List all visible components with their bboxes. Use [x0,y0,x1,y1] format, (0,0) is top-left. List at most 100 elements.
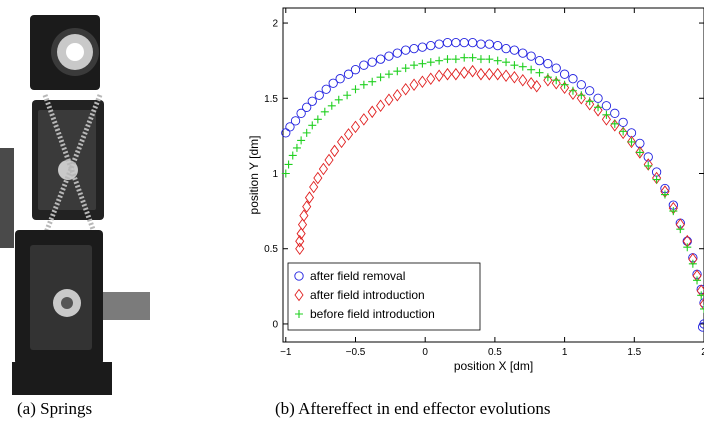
data-point [304,191,315,204]
data-point [335,74,345,84]
data-point [309,180,319,194]
data-point [577,91,586,100]
data-point [451,55,460,64]
data-point [585,98,595,111]
data-point [526,51,536,61]
data-point [359,113,369,126]
data-point [320,107,329,116]
data-point [384,51,394,61]
legend-marker [294,271,304,281]
data-point [509,70,519,84]
y-tick-label: 2 [272,19,278,30]
data-point [593,93,603,103]
data-point [635,146,645,159]
data-point [281,169,290,178]
data-point [318,162,328,176]
series-circle [281,37,704,332]
data-point [284,160,293,169]
data-point [297,136,306,145]
data-point [327,101,336,110]
x-tick-label: 1.5 [627,347,641,358]
data-point [350,120,361,134]
data-point [626,135,637,149]
data-point [288,151,297,160]
data-point [443,55,452,64]
data-point [442,67,453,81]
x-tick-label: 2 [701,347,704,358]
data-point [460,53,469,62]
y-tick-label: 0.5 [264,244,278,255]
y-tick-label: 1.5 [264,94,278,105]
data-point [401,82,411,96]
data-point [560,81,570,95]
data-point [384,93,394,107]
data-point [693,276,702,285]
data-point [376,73,385,82]
data-point [285,122,295,132]
data-point [518,48,528,58]
data-point [501,69,511,82]
series-plus [281,53,704,313]
data-point [334,95,343,104]
data-point [559,69,570,79]
data-point [295,234,305,248]
data-point [493,67,503,81]
data-point [451,67,461,81]
data-point [700,304,704,313]
legend-label: after field removal [310,269,405,283]
data-point [683,243,692,252]
data-point [392,48,402,58]
data-point [635,148,644,157]
data-point [576,80,586,90]
data-point [532,79,542,93]
data-point [376,99,386,113]
data-point [324,153,334,167]
data-point [551,63,561,73]
data-point [593,104,603,117]
x-tick-label: −0.5 [346,347,366,358]
data-point [619,127,628,136]
data-point [493,40,503,51]
legend-label: after field introduction [310,288,425,302]
data-point [343,91,352,100]
data-point [585,86,595,96]
data-point [697,322,704,332]
data-point [560,80,569,89]
caption-b: (b) Aftereffect in end effector evolutio… [275,399,551,418]
data-point [295,242,305,255]
legend-label: before field introduction [310,307,435,321]
data-point [502,58,511,67]
data-point [417,75,427,88]
data-point [543,73,553,87]
data-point [585,97,594,106]
data-point [459,66,469,79]
data-point [302,200,312,213]
data-point [468,53,477,62]
legend-marker [294,288,304,302]
data-point [510,61,519,70]
data-point [434,69,444,82]
data-point [299,209,309,222]
trajectory-chart: −1 −0.5 0 0.5 1 1.5 2 0 0.5 1 1.5 2 after field rem… [247,7,704,373]
data-point [296,227,306,240]
x-tick-label: 0.5 [488,347,502,358]
data-point [601,101,612,111]
data-point [359,60,369,70]
data-point [602,110,611,119]
data-point [652,175,661,184]
data-point [476,67,486,81]
data-point [594,103,603,112]
data-point [568,87,578,101]
caption-a: (a) Springs [17,399,93,418]
data-point [330,144,340,158]
data-point [610,119,619,128]
data-point [484,67,494,81]
legend-box [287,262,481,331]
data-point [292,143,301,152]
data-point [435,56,444,65]
data-point [576,92,586,105]
data-point [493,56,502,65]
data-point [660,190,669,199]
base [12,362,112,395]
x-tick-label: −1 [280,347,292,358]
